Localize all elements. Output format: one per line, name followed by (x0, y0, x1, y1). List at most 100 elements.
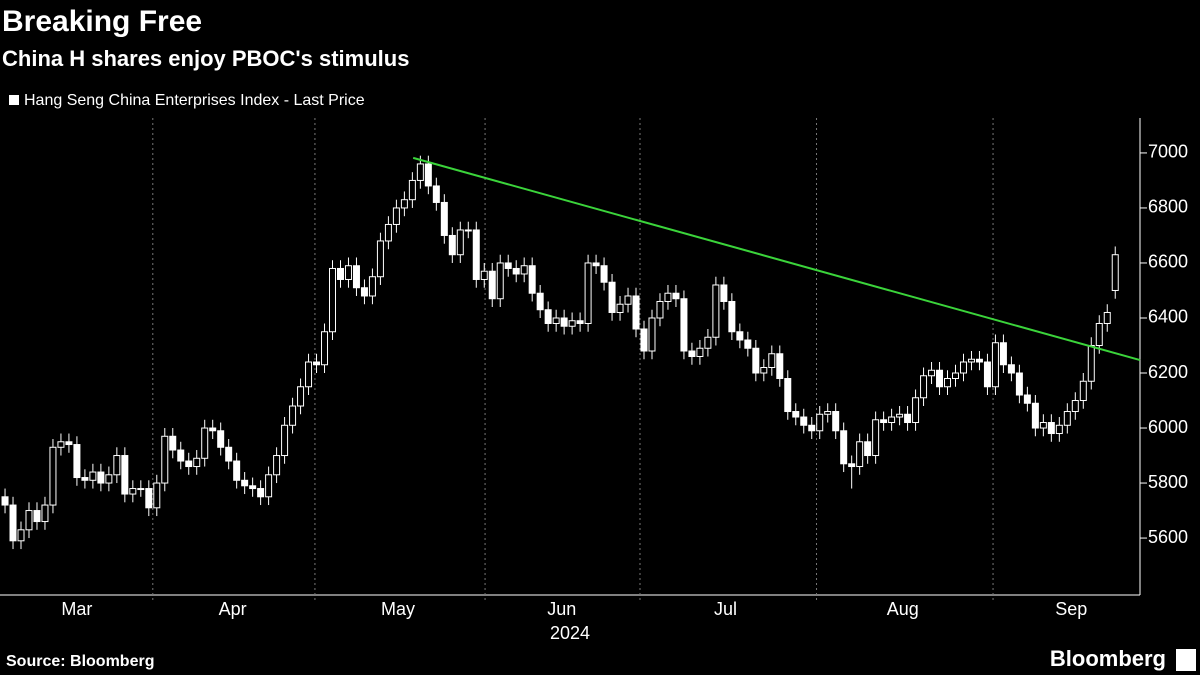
candle-body (297, 386, 305, 407)
candle-body (344, 265, 352, 280)
candle-body (352, 265, 360, 289)
candle-body (161, 435, 169, 484)
candle-body (680, 298, 688, 352)
x-tick-label: Jun (547, 599, 576, 619)
candle-body (392, 207, 400, 225)
candle-body (1111, 254, 1119, 291)
candle-body (1023, 394, 1031, 404)
candle-body (496, 262, 504, 300)
candle-body (137, 488, 145, 491)
candle-body (105, 474, 113, 484)
candle-body (736, 331, 744, 341)
candle-body (121, 455, 129, 495)
candle-body (752, 347, 760, 374)
candle-body (983, 361, 991, 388)
candle-body (912, 397, 920, 424)
candle-body (472, 229, 480, 280)
candle-body (576, 320, 584, 324)
candle-body (640, 328, 648, 352)
candle-body (25, 510, 33, 531)
candle-body (608, 281, 616, 313)
candle-body (784, 378, 792, 413)
candle-body (624, 295, 632, 305)
candle-body (896, 413, 904, 418)
candle-body (33, 510, 41, 523)
candle-body (329, 267, 337, 333)
candle-body (273, 455, 281, 476)
candle-body (704, 336, 712, 349)
candle-body (416, 163, 424, 181)
candle-body (9, 504, 17, 542)
candle-body (17, 529, 25, 542)
candle-body (967, 358, 975, 363)
candle-body (177, 449, 185, 462)
candle-body (209, 427, 217, 432)
x-axis-label: 2024 (550, 623, 590, 643)
candle-body (648, 317, 656, 352)
legend-swatch (9, 95, 19, 105)
x-tick-label: Mar (61, 599, 92, 619)
candle-body (233, 460, 241, 481)
y-tick-label: 6400 (1148, 307, 1188, 327)
candle-body (584, 262, 592, 324)
candle-body (792, 411, 800, 418)
candle-body (305, 361, 313, 388)
candle-body (241, 479, 249, 487)
candle-body (321, 331, 329, 366)
y-tick-label: 6800 (1148, 197, 1188, 217)
candle-body (193, 457, 201, 468)
y-tick-label: 6600 (1148, 252, 1188, 272)
candle-body (432, 185, 440, 203)
candle-body (1031, 402, 1039, 429)
candle-body (760, 367, 768, 374)
candle-body (872, 419, 880, 457)
candle-body (89, 471, 97, 481)
candle-body (488, 270, 496, 300)
candle-body (289, 405, 297, 426)
candle-body (1055, 424, 1063, 435)
candle-body (544, 309, 552, 324)
candle-body (336, 267, 344, 280)
candle-body (696, 347, 704, 358)
candle-body (281, 424, 289, 457)
chart-subtitle: China H shares enjoy PBOC's stimulus (2, 46, 409, 71)
candle-body (568, 320, 576, 327)
candle-body (880, 419, 888, 424)
candle-body (376, 240, 384, 278)
candle-body (185, 460, 193, 468)
candle-body (1, 496, 9, 506)
candle-body (928, 369, 936, 377)
candle-body (528, 265, 536, 294)
candle-body (368, 276, 376, 297)
y-tick-label: 5600 (1148, 527, 1188, 547)
candle-body (225, 446, 233, 462)
candle-body (113, 455, 121, 476)
candle-body (1095, 322, 1103, 346)
candle-body (720, 284, 728, 302)
candle-body (888, 416, 896, 424)
brand-icon (1176, 649, 1196, 671)
x-tick-label: Aug (887, 599, 919, 619)
candle-body (448, 234, 456, 256)
candle-body (464, 229, 472, 232)
candle-body (552, 317, 560, 324)
candle-body (1071, 400, 1079, 413)
candle-body (672, 292, 680, 300)
candle-body (664, 292, 672, 302)
candle-body (744, 339, 752, 349)
candle-body (408, 179, 416, 201)
candle-body (1103, 311, 1111, 324)
candle-body (169, 435, 177, 451)
candle-body (265, 474, 273, 498)
candle-body (41, 504, 49, 523)
candle-body (424, 163, 432, 187)
trend-line (412, 156, 1141, 362)
candle-body (864, 441, 872, 457)
candle-body (480, 270, 488, 280)
candle-body (840, 430, 848, 465)
candle-body (944, 378, 952, 388)
candle-body (800, 416, 808, 426)
candle-body (49, 446, 57, 506)
y-tick-label: 5800 (1148, 472, 1188, 492)
